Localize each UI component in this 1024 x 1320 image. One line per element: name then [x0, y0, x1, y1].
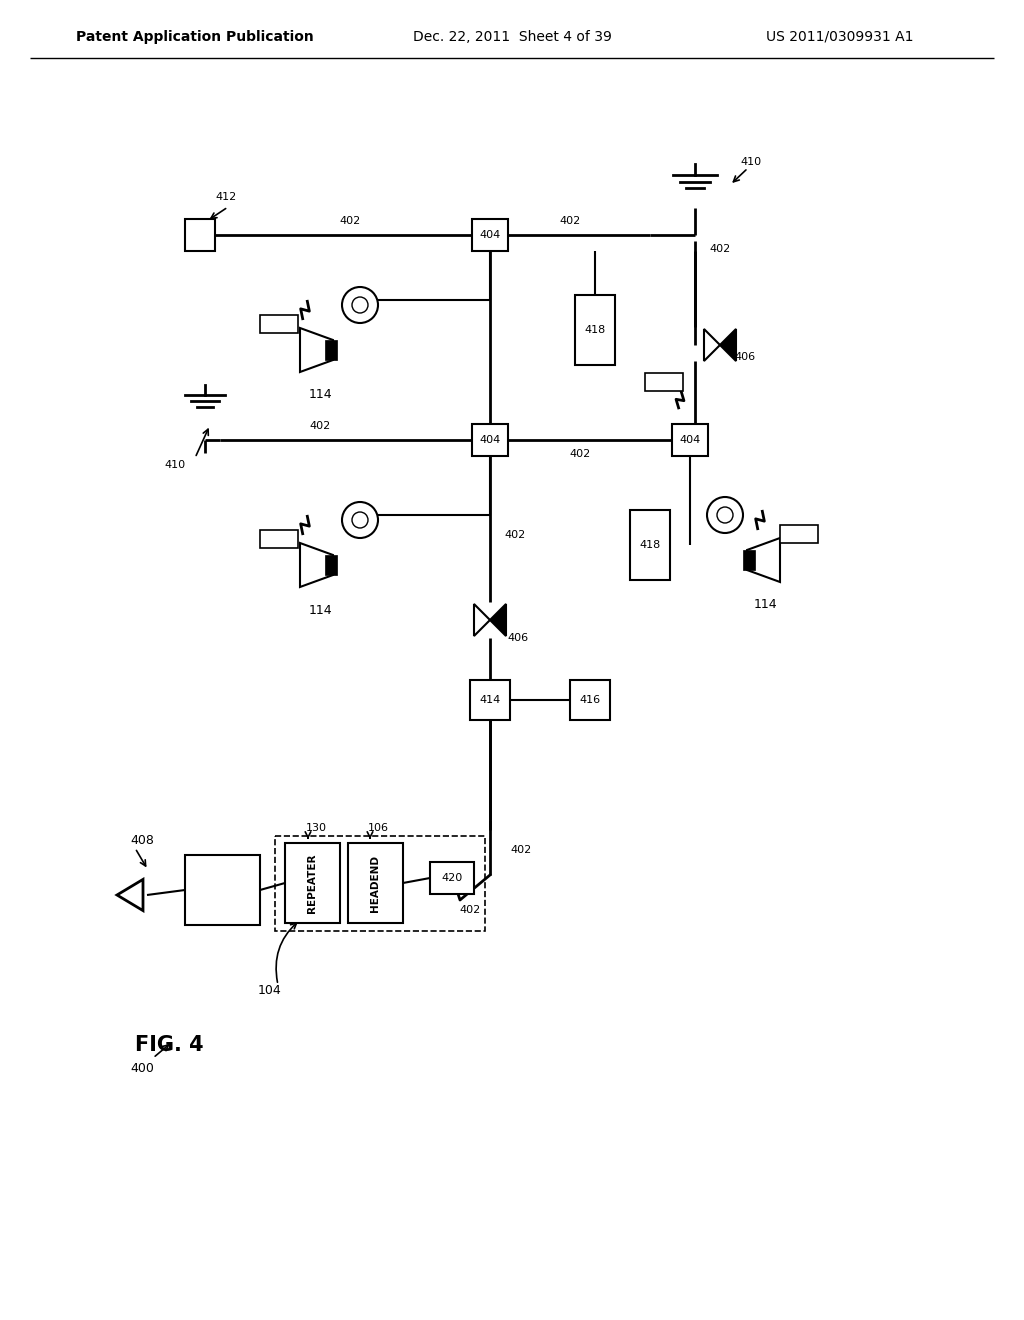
Text: Dec. 22, 2011  Sheet 4 of 39: Dec. 22, 2011 Sheet 4 of 39 — [413, 30, 611, 44]
Text: 418: 418 — [639, 540, 660, 550]
Text: 402: 402 — [309, 421, 331, 432]
Bar — [260, 531, 298, 548]
Bar — [185, 855, 260, 925]
Text: 416: 416 — [580, 696, 600, 705]
Circle shape — [717, 507, 733, 523]
Text: 114: 114 — [308, 388, 332, 401]
Text: 112: 112 — [268, 535, 290, 544]
Text: 130: 130 — [306, 822, 327, 833]
Bar — [630, 510, 670, 579]
Circle shape — [342, 286, 378, 323]
Polygon shape — [720, 329, 736, 360]
Bar — [325, 554, 337, 576]
Text: 410: 410 — [740, 157, 761, 168]
Circle shape — [707, 498, 743, 533]
Text: 112: 112 — [653, 378, 675, 387]
Bar — [743, 550, 755, 570]
Text: 404: 404 — [479, 230, 501, 240]
Bar — [780, 525, 818, 543]
Text: 112: 112 — [268, 319, 290, 329]
Text: 402: 402 — [569, 449, 591, 459]
Text: 114: 114 — [308, 603, 332, 616]
Text: 402: 402 — [504, 531, 525, 540]
Bar — [570, 680, 610, 719]
Text: 410: 410 — [165, 459, 185, 470]
Polygon shape — [490, 605, 506, 636]
Text: 408: 408 — [130, 833, 154, 846]
Bar — [275, 836, 485, 931]
Bar — [575, 294, 615, 366]
Text: 402: 402 — [710, 244, 731, 253]
Bar — [348, 843, 403, 923]
Bar — [645, 374, 683, 391]
Text: US 2011/0309931 A1: US 2011/0309931 A1 — [766, 30, 913, 44]
Text: 402: 402 — [559, 216, 581, 226]
Bar — [472, 219, 508, 251]
Bar — [430, 862, 474, 894]
Text: 404: 404 — [479, 436, 501, 445]
Text: 412: 412 — [215, 191, 237, 202]
Text: HEADEND: HEADEND — [370, 854, 380, 912]
Text: 106: 106 — [368, 822, 389, 833]
Bar — [325, 341, 337, 360]
Text: FIG. 4: FIG. 4 — [135, 1035, 204, 1055]
Bar — [472, 424, 508, 455]
Text: 414: 414 — [479, 696, 501, 705]
Text: 418: 418 — [585, 325, 605, 335]
Bar — [672, 424, 708, 455]
Polygon shape — [474, 605, 490, 636]
Circle shape — [352, 297, 368, 313]
Text: 114: 114 — [754, 598, 777, 611]
Text: 104: 104 — [258, 983, 282, 997]
Circle shape — [352, 512, 368, 528]
Polygon shape — [705, 329, 720, 360]
Text: 406: 406 — [508, 634, 528, 643]
Text: 402: 402 — [339, 216, 360, 226]
Text: 400: 400 — [130, 1061, 154, 1074]
Text: Patent Application Publication: Patent Application Publication — [76, 30, 314, 44]
Text: 112: 112 — [788, 529, 810, 539]
Text: 402: 402 — [460, 906, 480, 915]
Text: 420: 420 — [441, 873, 463, 883]
Text: 406: 406 — [734, 352, 756, 362]
Circle shape — [342, 502, 378, 539]
Bar — [185, 219, 215, 251]
Text: 404: 404 — [679, 436, 700, 445]
Bar — [285, 843, 340, 923]
Text: REPEATER: REPEATER — [307, 853, 317, 912]
Bar — [260, 315, 298, 333]
Bar — [470, 680, 510, 719]
Text: 402: 402 — [510, 845, 531, 855]
